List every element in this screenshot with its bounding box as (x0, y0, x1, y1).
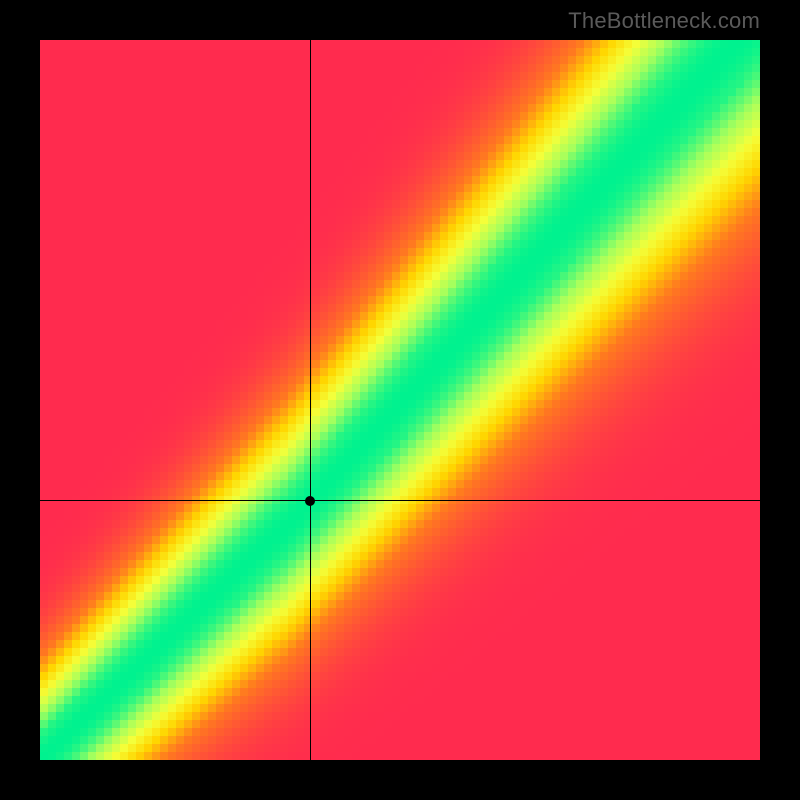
plot-area (40, 40, 760, 760)
chart-frame: TheBottleneck.com (0, 0, 800, 800)
heatmap-pixels (40, 40, 760, 760)
watermark-label: TheBottleneck.com (568, 8, 760, 34)
